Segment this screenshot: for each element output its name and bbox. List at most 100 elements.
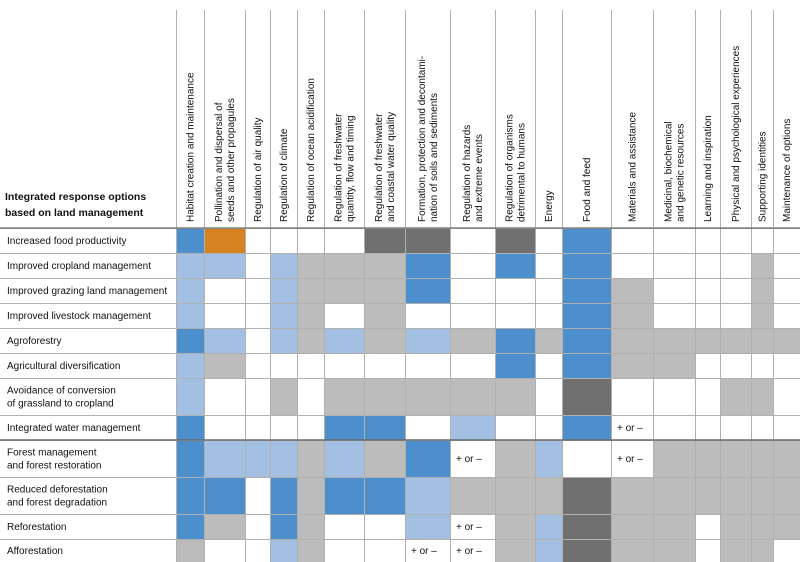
cell-r0-c11 [562,228,611,253]
cell-r2-c14 [695,278,720,303]
cell-r9-c3 [270,477,297,514]
cell-r3-c15 [720,303,751,328]
cell-annotation: + or – [617,423,643,434]
row-header-title: Integrated response options [5,191,146,203]
cell-r9-c17 [773,477,800,514]
cell-r11-c15 [720,539,751,562]
cell-r5-c13 [653,353,695,378]
cell-r2-c3 [270,278,297,303]
cell-r9-c12 [611,477,653,514]
cell-r2-c17 [773,278,800,303]
cell-r10-c14 [695,514,720,539]
row-label: Integrated water management [7,423,141,434]
cell-r9-c8 [450,477,495,514]
cell-r5-c8 [450,353,495,378]
cell-r9-c4 [297,477,324,514]
cell-annotation: + or – [456,454,482,465]
column-label: Regulation of hazards [462,125,473,222]
cell-r5-c3 [270,353,297,378]
cell-r10-c9 [495,514,535,539]
cell-r3-c13 [653,303,695,328]
row-label: Agricultural diversification [7,361,120,372]
cell-r7-c13 [653,415,695,440]
cell-r2-c7 [405,278,450,303]
cell-r4-c14 [695,328,720,353]
column-label: and coastal water quality [386,112,397,222]
cell-r9-c10 [535,477,562,514]
cell-r11-c6 [364,539,405,562]
column-label: Regulation of organisms [505,114,516,222]
cell-r7-c6 [364,415,405,440]
cell-r0-c14 [695,228,720,253]
row-label: Avoidance of conversion [7,386,116,397]
cell-r10-c11 [562,514,611,539]
cell-r2-c8 [450,278,495,303]
row-label: Afforestation [7,546,63,557]
cell-r4-c12 [611,328,653,353]
cell-r1-c10 [535,253,562,278]
cell-r4-c16 [751,328,773,353]
column-label: Regulation of ocean acidification [306,78,317,222]
column-label: Physical and psychological experiences [731,46,742,222]
cell-r9-c14 [695,477,720,514]
cell-r2-c2 [245,278,270,303]
column-label: quantity, flow and timing [346,115,357,222]
cell-r7-c14 [695,415,720,440]
cell-r11-c4 [297,539,324,562]
cell-r2-c0 [176,278,204,303]
cell-r6-c14 [695,378,720,415]
cell-r0-c0 [176,228,204,253]
cell-r1-c16 [751,253,773,278]
column-label: Formation, protection and decontami- [417,56,428,222]
cell-r11-c14 [695,539,720,562]
cell-r10-c1 [204,514,245,539]
cell-r9-c16 [751,477,773,514]
cell-r6-c15 [720,378,751,415]
cell-r1-c12 [611,253,653,278]
cell-r0-c1 [204,228,245,253]
cell-r10-c16 [751,514,773,539]
cell-r1-c17 [773,253,800,278]
cell-r7-c15 [720,415,751,440]
cell-r11-c3 [270,539,297,562]
cell-r5-c12 [611,353,653,378]
row-label: Increased food productivity [7,236,127,247]
cell-r8-c15 [720,440,751,477]
cell-r1-c0 [176,253,204,278]
cell-r8-c9 [495,440,535,477]
cell-r6-c11 [562,378,611,415]
cell-r10-c7 [405,514,450,539]
cell-r0-c6 [364,228,405,253]
cell-r6-c8 [450,378,495,415]
cell-r5-c9 [495,353,535,378]
cell-r5-c10 [535,353,562,378]
cell-r3-c10 [535,303,562,328]
cell-r0-c8 [450,228,495,253]
cell-r7-c10 [535,415,562,440]
row-header-title: based on land management [5,207,144,219]
cell-r1-c9 [495,253,535,278]
cell-r3-c17 [773,303,800,328]
cell-r6-c4 [297,378,324,415]
cell-r2-c12 [611,278,653,303]
cell-r2-c15 [720,278,751,303]
cell-r6-c12 [611,378,653,415]
cell-r2-c9 [495,278,535,303]
cell-r0-c13 [653,228,695,253]
cell-r8-c14 [695,440,720,477]
cell-r6-c3 [270,378,297,415]
row-label: Agroforestry [7,336,61,347]
cell-r11-c11 [562,539,611,562]
cell-r11-c17 [773,539,800,562]
cell-r7-c5 [324,415,364,440]
cell-r0-c3 [270,228,297,253]
cell-r5-c11 [562,353,611,378]
column-label: nation of soils and sediments [429,93,440,222]
column-label: and genetic resources [676,124,687,222]
column-label: Habitat creation and maintenance [186,72,197,222]
cell-r0-c15 [720,228,751,253]
column-label: and extreme events [474,134,485,222]
column-label: Energy [544,190,555,222]
cell-r11-c1 [204,539,245,562]
